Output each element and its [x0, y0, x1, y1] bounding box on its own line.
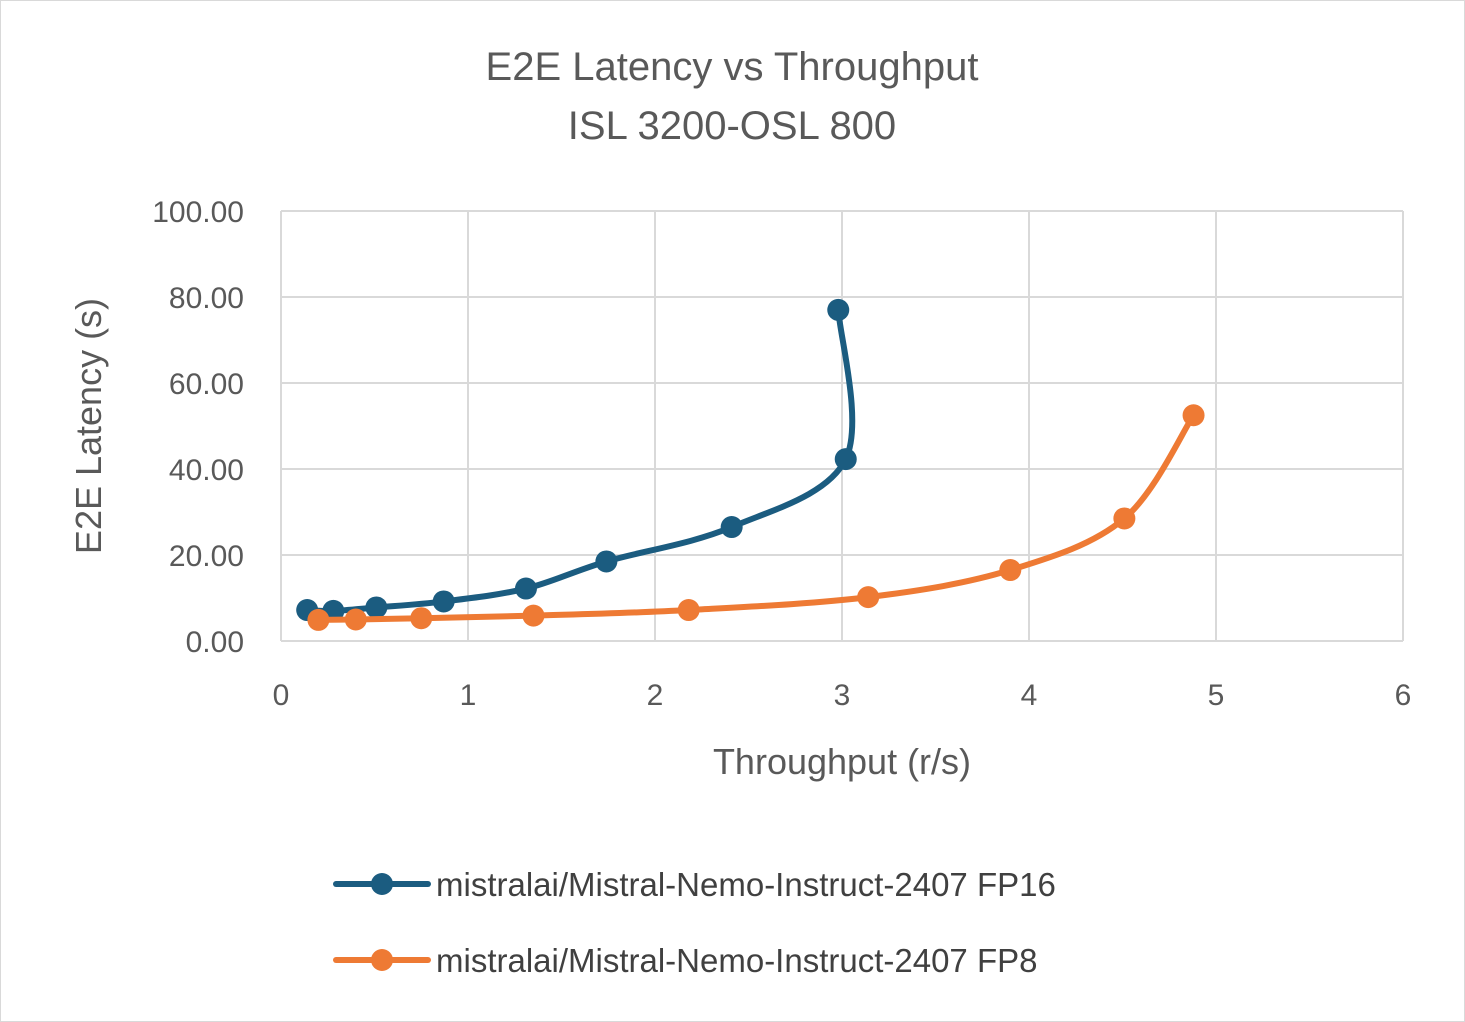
x-tick-label: 4: [1021, 679, 1038, 712]
series-layer: [296, 298, 1205, 631]
y-tick-label: 40.00: [169, 454, 244, 487]
y-tick-label: 60.00: [169, 368, 244, 401]
series-0: [296, 298, 857, 622]
data-point[interactable]: [365, 596, 388, 619]
data-point[interactable]: [1182, 404, 1205, 427]
data-point[interactable]: [344, 608, 367, 631]
x-tick-label: 5: [1208, 679, 1225, 712]
data-point[interactable]: [1113, 507, 1136, 530]
data-point[interactable]: [410, 607, 433, 630]
data-point[interactable]: [514, 577, 537, 600]
y-tick-label: 20.00: [169, 540, 244, 573]
tick-labels: 0.00 20.00 40.00 60.00 80.00 100.00 0 1 2 3 4 5 6: [152, 196, 1411, 712]
data-point[interactable]: [999, 559, 1022, 582]
x-axis-title: Throughput (r/s): [713, 741, 971, 782]
x-tick-label: 1: [460, 679, 477, 712]
y-axis-title: E2E Latency (s): [68, 298, 109, 554]
data-point[interactable]: [522, 604, 545, 627]
data-point[interactable]: [857, 586, 880, 609]
legend-item-fp16[interactable]: mistralai/Mistral-Nemo-Instruct-2407 FP1…: [333, 866, 1056, 903]
data-point[interactable]: [595, 550, 618, 573]
legend-marker-fp16: [371, 873, 393, 895]
legend-marker-fp8: [371, 949, 393, 971]
data-point[interactable]: [720, 516, 743, 539]
legend: mistralai/Mistral-Nemo-Instruct-2407 FP1…: [333, 866, 1056, 979]
data-point[interactable]: [432, 590, 455, 613]
x-tick-label: 3: [834, 679, 851, 712]
x-tick-label: 2: [647, 679, 664, 712]
data-point[interactable]: [677, 599, 700, 622]
legend-item-fp8[interactable]: mistralai/Mistral-Nemo-Instruct-2407 FP8: [333, 942, 1037, 979]
series-1: [307, 404, 1205, 631]
legend-label-fp16: mistralai/Mistral-Nemo-Instruct-2407 FP1…: [436, 866, 1056, 903]
data-point[interactable]: [307, 608, 330, 631]
series-line: [304, 306, 856, 614]
chart-subtitle: ISL 3200-OSL 800: [568, 104, 896, 148]
x-tick-label: 6: [1395, 679, 1412, 712]
y-tick-label: 80.00: [169, 282, 244, 315]
y-tick-label: 0.00: [186, 626, 244, 659]
chart-title: E2E Latency vs Throughput: [486, 45, 979, 89]
y-tick-label: 100.00: [152, 196, 244, 229]
x-tick-label: 0: [273, 679, 290, 712]
data-point[interactable]: [827, 298, 850, 321]
data-point[interactable]: [834, 448, 857, 471]
series-line: [315, 412, 1197, 623]
grid-layer: [280, 210, 1404, 642]
legend-label-fp8: mistralai/Mistral-Nemo-Instruct-2407 FP8: [436, 942, 1037, 979]
